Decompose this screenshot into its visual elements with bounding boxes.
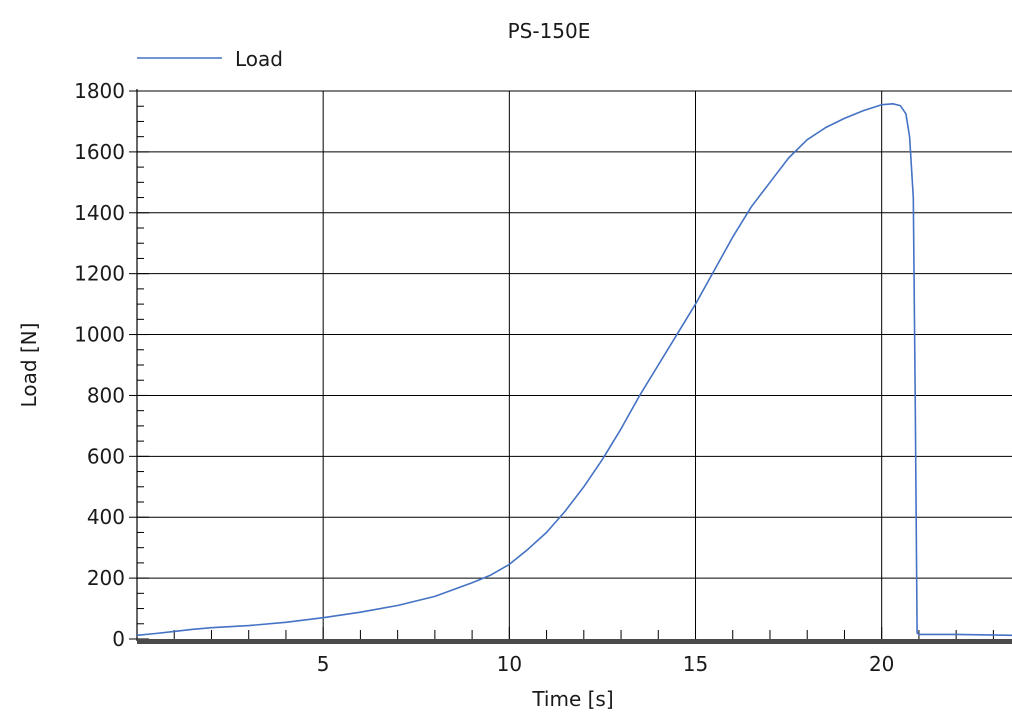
legend: Load <box>137 47 283 71</box>
x-tick-label: 10 <box>497 652 522 676</box>
x-tick-label: 5 <box>317 652 330 676</box>
x-tick-labels: 5 10 15 20 <box>317 652 895 676</box>
x-tick-label: 20 <box>869 652 894 676</box>
y-tick-label: 0 <box>112 627 125 651</box>
y-tick-labels: 0 200 400 600 800 1000 1200 1400 1600 1800 <box>74 79 125 651</box>
axes <box>129 89 1012 644</box>
y-axis-label: Load [N] <box>17 323 41 408</box>
series-line-load <box>136 103 1012 637</box>
series-layer <box>136 103 1012 637</box>
legend-label-load: Load <box>235 47 283 71</box>
chart-title: PS-150E <box>508 19 591 43</box>
y-tick-label: 1000 <box>74 323 125 347</box>
x-axis-label: Time [s] <box>531 687 613 711</box>
y-tick-label: 800 <box>87 383 125 407</box>
y-tick-label: 1600 <box>74 140 125 164</box>
y-tick-label: 1400 <box>74 201 125 225</box>
y-tick-label: 200 <box>87 566 125 590</box>
y-tick-label: 600 <box>87 444 125 468</box>
x-axis-bar <box>137 639 1012 644</box>
grid <box>137 90 1012 639</box>
y-tick-label: 1200 <box>74 262 125 286</box>
y-tick-label: 1800 <box>74 79 125 103</box>
minor-ticks <box>137 90 994 640</box>
x-tick-label: 15 <box>683 652 708 676</box>
y-tick-label: 400 <box>87 505 125 529</box>
